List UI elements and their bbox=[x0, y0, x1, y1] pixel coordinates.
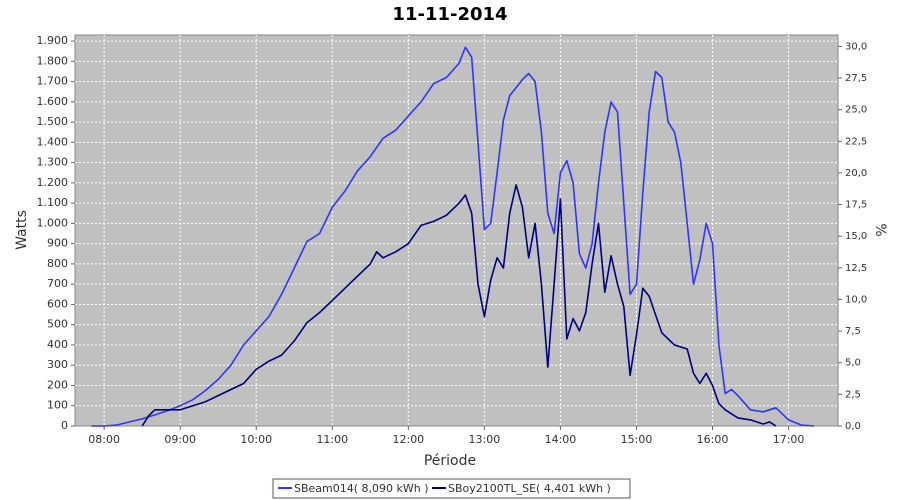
y-tick-label: 1.400 bbox=[37, 135, 69, 148]
x-tick-label: 15:00 bbox=[621, 433, 653, 446]
y2-tick-label: 2,5 bbox=[845, 389, 861, 400]
y2-tick-label: 22,5 bbox=[845, 136, 867, 147]
y-axis-title: Watts bbox=[14, 210, 30, 250]
y2-tick-label: 27,5 bbox=[845, 73, 867, 84]
y2-tick-label: 7,5 bbox=[845, 326, 861, 337]
y-tick-label: 100 bbox=[47, 399, 68, 412]
y-tick-label: 1.700 bbox=[37, 75, 69, 88]
y-tick-label: 1.500 bbox=[37, 115, 69, 128]
y2-tick-label: 12,5 bbox=[845, 263, 867, 274]
y-tick-label: 600 bbox=[47, 297, 68, 310]
y2-axis-title: % bbox=[872, 223, 888, 236]
y2-tick-label: 0,0 bbox=[845, 421, 861, 432]
x-tick-label: 14:00 bbox=[545, 433, 577, 446]
legend-label: SBoy2100TL_SE( 4,401 kWh ) bbox=[448, 482, 611, 495]
y-tick-label: 1.900 bbox=[37, 34, 69, 47]
y-tick-label: 1.800 bbox=[37, 54, 69, 67]
y2-tick-label: 17,5 bbox=[845, 200, 867, 211]
y-tick-label: 900 bbox=[47, 237, 68, 250]
x-tick-label: 11:00 bbox=[316, 433, 348, 446]
y-tick-label: 800 bbox=[47, 257, 68, 270]
y-tick-label: 400 bbox=[47, 338, 68, 351]
y-tick-label: 700 bbox=[47, 277, 68, 290]
y2-tick-label: 5,0 bbox=[845, 358, 861, 369]
x-axis-title: Période bbox=[424, 453, 476, 469]
y2-tick-label: 30,0 bbox=[845, 41, 867, 52]
y-tick-label: 200 bbox=[47, 378, 68, 391]
y-tick-label: 1.100 bbox=[37, 196, 69, 209]
y-tick-label: 500 bbox=[47, 318, 68, 331]
y-tick-label: 1.300 bbox=[37, 156, 69, 169]
y2-tick-label: 25,0 bbox=[845, 105, 867, 116]
plot-area bbox=[74, 34, 839, 427]
y-tick-label: 0 bbox=[61, 419, 68, 432]
x-tick-label: 10:00 bbox=[240, 433, 272, 446]
x-tick-label: 16:00 bbox=[697, 433, 729, 446]
chart-title: 11-11-2014 bbox=[392, 4, 507, 25]
x-tick-label: 08:00 bbox=[88, 433, 120, 446]
y-tick-label: 1.000 bbox=[37, 216, 69, 229]
x-tick-label: 17:00 bbox=[773, 433, 805, 446]
y2-tick-label: 15,0 bbox=[845, 231, 867, 242]
series-line bbox=[91, 46, 814, 427]
x-tick-label: 12:00 bbox=[392, 433, 424, 446]
x-tick-label: 13:00 bbox=[469, 433, 501, 446]
legend-label: SBeam014( 8,090 kWh ) bbox=[294, 482, 429, 495]
y2-tick-label: 20,0 bbox=[845, 168, 867, 179]
y-tick-label: 300 bbox=[47, 358, 68, 371]
x-tick-label: 09:00 bbox=[164, 433, 196, 446]
legend bbox=[272, 478, 631, 499]
y-tick-label: 1.200 bbox=[37, 176, 69, 189]
y-tick-label: 1.600 bbox=[37, 95, 69, 108]
y2-tick-label: 10,0 bbox=[845, 294, 867, 305]
series-line bbox=[141, 184, 777, 427]
